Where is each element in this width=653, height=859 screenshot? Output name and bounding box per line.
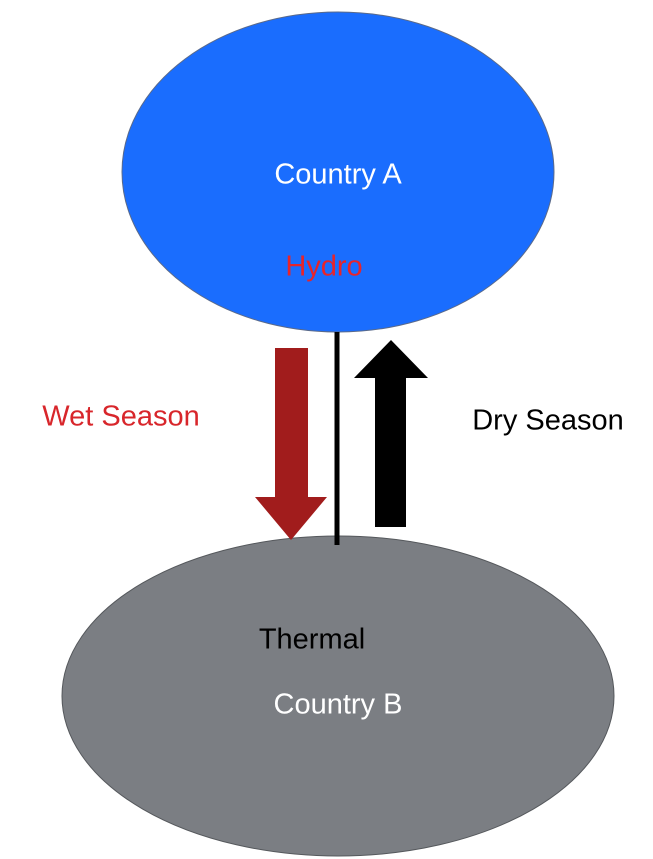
arrow-down <box>255 348 327 540</box>
node-label: Country A <box>274 159 402 191</box>
edge-label: Wet Season <box>42 401 199 433</box>
node-label: Country B <box>274 689 403 721</box>
node-sublabel: Hydro <box>285 251 362 283</box>
arrow-up <box>354 340 428 527</box>
edge-label: Dry Season <box>472 405 624 437</box>
node-sublabel: Thermal <box>259 624 365 656</box>
